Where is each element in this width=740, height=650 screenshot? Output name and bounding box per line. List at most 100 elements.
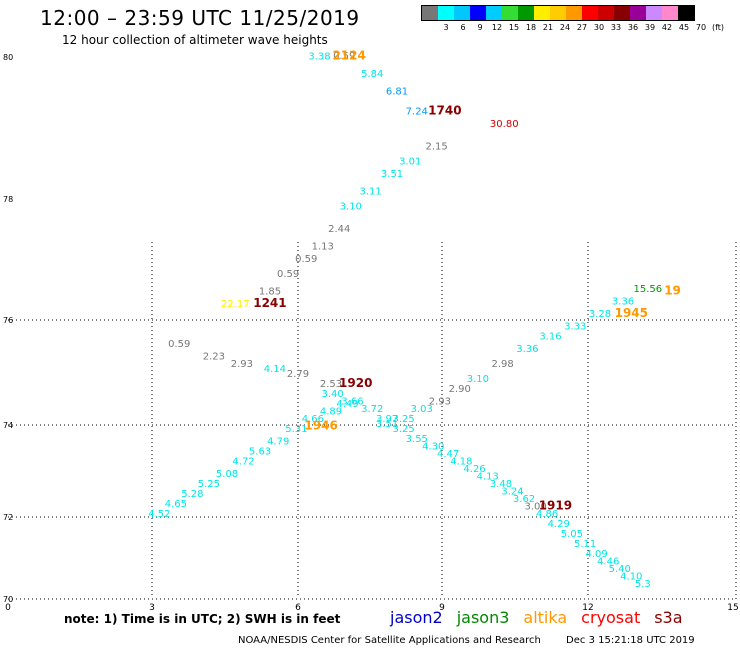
wave-height-label: 5.40 [609, 564, 631, 575]
wave-height-label: 2.44 [328, 224, 350, 235]
wave-height-label: 0.59 [333, 51, 355, 62]
wave-height-label: 1740 [428, 104, 461, 118]
wave-height-label: 3.10 [340, 202, 362, 213]
legend-label: 27 [576, 23, 588, 32]
legend-label: (ft) [711, 23, 725, 32]
wave-height-label: 4.30 [422, 442, 444, 453]
wave-height-label: 4.29 [548, 519, 570, 530]
wave-height-label: 5.05 [561, 529, 583, 540]
legend-swatch [454, 6, 470, 20]
wave-height-label: 2124 [332, 49, 365, 63]
legend-label: 30 [593, 23, 605, 32]
x-tick-label: 15 [727, 603, 738, 613]
satellite-s3a: s3a [654, 608, 683, 627]
legend-label: 18 [525, 23, 537, 32]
wave-height-label: 4.10 [620, 572, 642, 583]
wave-height-label: 2.98 [491, 359, 513, 370]
wave-height-label: 4.89 [320, 407, 342, 418]
x-tick-label: 0 [5, 603, 11, 613]
wave-height-label: 3.48 [490, 479, 512, 490]
wave-height-label: 2.90 [449, 384, 471, 395]
note-text: note: 1) Time is in UTC; 2) SWH is in fe… [64, 612, 341, 626]
x-tick-label: 6 [295, 603, 301, 613]
footer-agency: NOAA/NESDIS Center for Satellite Applica… [238, 635, 541, 646]
legend-swatch [678, 6, 694, 20]
wave-height-label: 0.59 [277, 269, 299, 280]
legend-label: 42 [661, 23, 673, 32]
page-title: 12:00 – 23:59 UTC 11/25/2019 [40, 6, 360, 30]
legend-label: 6 [460, 23, 466, 32]
wave-height-label: 5.08 [216, 469, 238, 480]
wave-height-label: 0.59 [295, 254, 317, 265]
x-tick-label: 12 [582, 603, 593, 613]
wave-height-label: 3.55 [406, 434, 428, 445]
y-tick-label: 76 [3, 316, 13, 325]
wave-height-label: 3.38 [308, 52, 330, 63]
legend-swatch [550, 6, 566, 20]
wave-height-label: 2.15 [425, 142, 447, 153]
wave-height-label: 3.01 [399, 157, 421, 168]
footer-timestamp: Dec 3 15:21:18 UTC 2019 [566, 635, 695, 646]
wave-height-label: 3.28 [589, 309, 611, 320]
legend-labels: 3 6 9 12 15 18 21 24 27 30 33 36 39 42 45 70 (ft) [421, 23, 740, 35]
satellite-legend: jason2 jason3 altika cryosat s3a [390, 608, 697, 627]
legend-label: 24 [559, 23, 571, 32]
wave-height-label: 4.09 [586, 549, 608, 560]
axis-labels: 0 3 6 9 12 15 80 78 76 74 72 70 [3, 53, 739, 613]
y-tick-label: 80 [3, 53, 13, 62]
legend-label: 45 [678, 23, 690, 32]
satellite-altika: altika [523, 608, 568, 627]
lat-lon-grid [8, 242, 737, 600]
wave-height-label: 4.65 [165, 499, 187, 510]
legend-label: 21 [542, 23, 554, 32]
wave-height-label: 2.93 [429, 397, 451, 408]
y-tick-label: 74 [3, 421, 13, 430]
wave-height-label: 3.25 [392, 424, 414, 435]
wave-height-label: 4.14 [264, 364, 286, 375]
wave-height-label: 5.63 [249, 447, 271, 458]
legend-label: 39 [644, 23, 656, 32]
wave-height-label: 4.46 [597, 557, 619, 568]
wave-height-label: 3.36 [516, 344, 538, 355]
wave-height-label: 3.16 [539, 332, 561, 343]
wave-height-label: 1919 [539, 499, 572, 513]
legend-swatch [470, 6, 486, 20]
wave-height-label: 30.80 [490, 119, 519, 130]
page-subtitle: 12 hour collection of altimeter wave hei… [62, 33, 328, 47]
wave-height-label: 1.85 [259, 287, 281, 298]
wave-height-label: 22.17 [221, 299, 250, 310]
wave-height-label: 1.13 [312, 242, 334, 253]
wave-height-label: 3.11 [359, 187, 381, 198]
wave-height-label: 1945 [615, 306, 648, 320]
wave-height-label: 3.10 [467, 374, 489, 385]
legend-swatch [646, 6, 662, 20]
wave-height-label: 19 [664, 284, 681, 298]
color-legend: 3 6 9 12 15 18 21 24 27 30 33 36 39 42 45 70 (ft) [421, 5, 724, 32]
legend-label: 33 [610, 23, 622, 32]
legend-label: 15 [508, 23, 520, 32]
wave-height-label: 3.66 [341, 397, 363, 408]
wave-height-label: 1920 [339, 376, 372, 390]
wave-height-label: 4.72 [232, 457, 254, 468]
wave-height-label: 5.11 [574, 539, 596, 550]
wave-height-label: 3.24 [501, 487, 523, 498]
wave-height-label: 3.36 [612, 297, 634, 308]
legend-swatch [502, 6, 518, 20]
wave-height-label: 5.3 [635, 579, 651, 590]
satellite-jason3: jason3 [456, 608, 510, 627]
legend-swatch [582, 6, 598, 20]
wave-height-label: 3.03 [411, 404, 433, 415]
wave-height-label: 4.26 [463, 464, 485, 475]
y-tick-label: 72 [3, 513, 13, 522]
legend-label: 3 [443, 23, 449, 32]
wave-height-label: 3.51 [381, 169, 403, 180]
wave-height-label: 3.25 [392, 414, 414, 425]
wave-height-label: 5.28 [181, 489, 203, 500]
legend-swatch [534, 6, 550, 20]
satellite-jason2: jason2 [390, 608, 443, 627]
legend-swatch [518, 6, 534, 20]
legend-swatch [662, 6, 678, 20]
wave-height-label: 4.79 [267, 437, 289, 448]
